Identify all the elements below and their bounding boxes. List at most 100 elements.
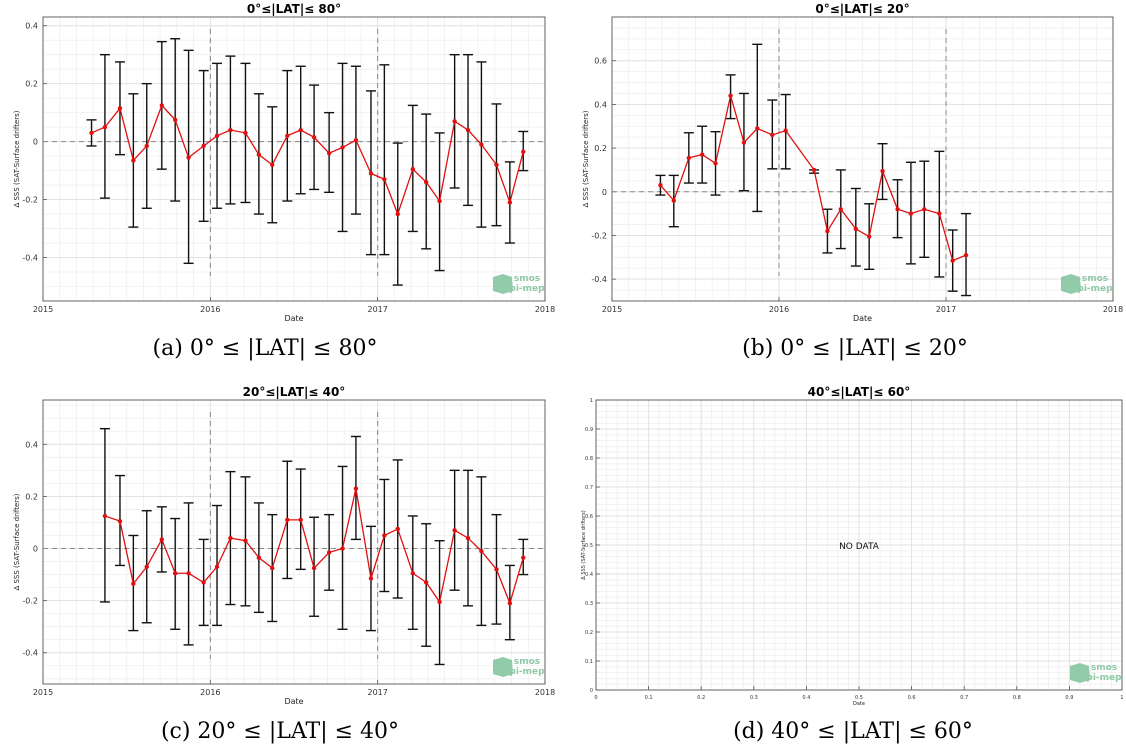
y-tick-label: 0.2 [594,144,607,153]
data-point [395,211,400,217]
y-tick-label: 0.7 [585,485,593,491]
data-point [465,535,471,541]
x-tick-label: 2015 [602,305,622,314]
data-point [922,207,927,212]
data-point [963,252,969,258]
data-point [728,93,733,98]
data-point [479,142,484,147]
data-point [131,158,136,163]
data-point [256,555,262,560]
data-point [186,155,191,160]
x-tick-label: 0.3 [750,695,758,701]
y-tick-label: 0.4 [25,440,38,449]
data-point [102,124,108,130]
data-point [298,127,303,133]
y-tick-label: -0.4 [22,254,38,263]
data-point [214,564,220,569]
data-point [270,565,275,571]
x-tick-label: 0.5 [855,695,863,701]
smos-logo-icon [1070,663,1090,683]
x-axis-label: Date [853,701,865,707]
y-tick-label: 0.8 [585,456,593,462]
x-tick-label: 2016 [769,305,789,314]
data-point [368,576,374,581]
x-tick-label: 2018 [535,688,555,697]
y-tick-label: 0.2 [25,492,38,501]
chart-title: 0°≤|LAT|≤ 20° [815,2,909,16]
data-point [507,200,513,205]
data-point [285,517,290,523]
chart-panel-2: 2015 2016 2017 2018 -0.4 -0.2 0 0.2 0.4 Date Δ SSS… [13,385,555,706]
data-point [465,127,471,133]
caption-d: (d) 40° ≤ |LAT| ≤ 60° [733,719,973,744]
data-point [326,151,332,156]
data-point [713,161,718,166]
data-point [853,226,859,232]
data-point [494,162,499,167]
data-point [201,143,206,149]
data-point [256,152,262,157]
data-point [521,149,526,154]
data-point [117,106,123,111]
x-tick-label: 0.2 [697,695,705,701]
data-point [866,234,872,239]
y-tick-label: 0.2 [585,630,593,636]
x-tick-label: 0.7 [960,695,968,701]
data-point [201,580,206,585]
x-axis-label: Date [284,314,303,323]
data-point [838,207,843,212]
x-tick-label: 2018 [535,305,555,314]
y-tick-label: 0.2 [25,80,38,89]
chart-title: 40°≤|LAT|≤ 60° [808,385,911,399]
series-line [91,104,524,216]
data-point [825,228,830,234]
data-point [686,155,692,161]
chart-title: 20°≤|LAT|≤ 40° [243,385,346,399]
data-point [423,580,429,585]
data-point [131,581,136,586]
data-point [144,143,149,149]
watermark-line1: smos [1082,274,1108,284]
data-point [811,167,817,173]
data-point [494,567,499,572]
data-point [437,599,442,605]
y-tick-label: 0.1 [585,659,593,665]
caption-c: (c) 20° ≤ |LAT| ≤ 40° [160,719,400,744]
data-point [382,533,387,538]
x-axis-label: Date [853,314,872,323]
x-tick-label: 0.8 [1013,695,1021,701]
data-point [214,133,220,139]
y-tick-label: 0.9 [585,427,593,433]
y-tick-label: 0.3 [585,601,593,607]
y-tick-label: 0.4 [594,100,607,109]
data-point [783,128,788,133]
data-point [382,177,387,182]
data-point [353,137,359,143]
data-point [437,198,442,204]
chart-panel-1: 2015 2016 2017 2018 -0.4 -0.2 0 0.2 0.4 0.6 Date Δ … [582,2,1123,323]
watermark-line2: pi-mep [509,284,545,294]
data-point [507,601,513,606]
x-tick-label: 2018 [1103,305,1123,314]
x-tick-label: 0.1 [645,695,653,701]
data-point [880,168,885,174]
x-tick-label: 0.6 [908,695,916,701]
data-point [270,162,275,167]
data-point [452,119,457,124]
y-axis-label: Δ SSS (SAT-Surface drifters) [582,110,590,207]
caption-b: (b) 0° ≤ |LAT| ≤ 20° [742,336,968,361]
watermark-line1: smos [1091,663,1117,673]
y-tick-label: -0.2 [591,231,607,240]
x-tick-label: 2015 [33,688,53,697]
data-point [89,130,94,136]
y-tick-label: -0.4 [591,275,607,284]
data-point [102,513,108,519]
smos-logo-icon [493,274,513,294]
data-point [699,152,705,157]
x-tick-label: 0.9 [1065,695,1073,701]
series-line [659,95,967,262]
y-tick-label: 1 [590,398,593,404]
data-point [311,565,317,571]
data-point [298,517,303,523]
y-tick-label: 0 [590,688,593,694]
